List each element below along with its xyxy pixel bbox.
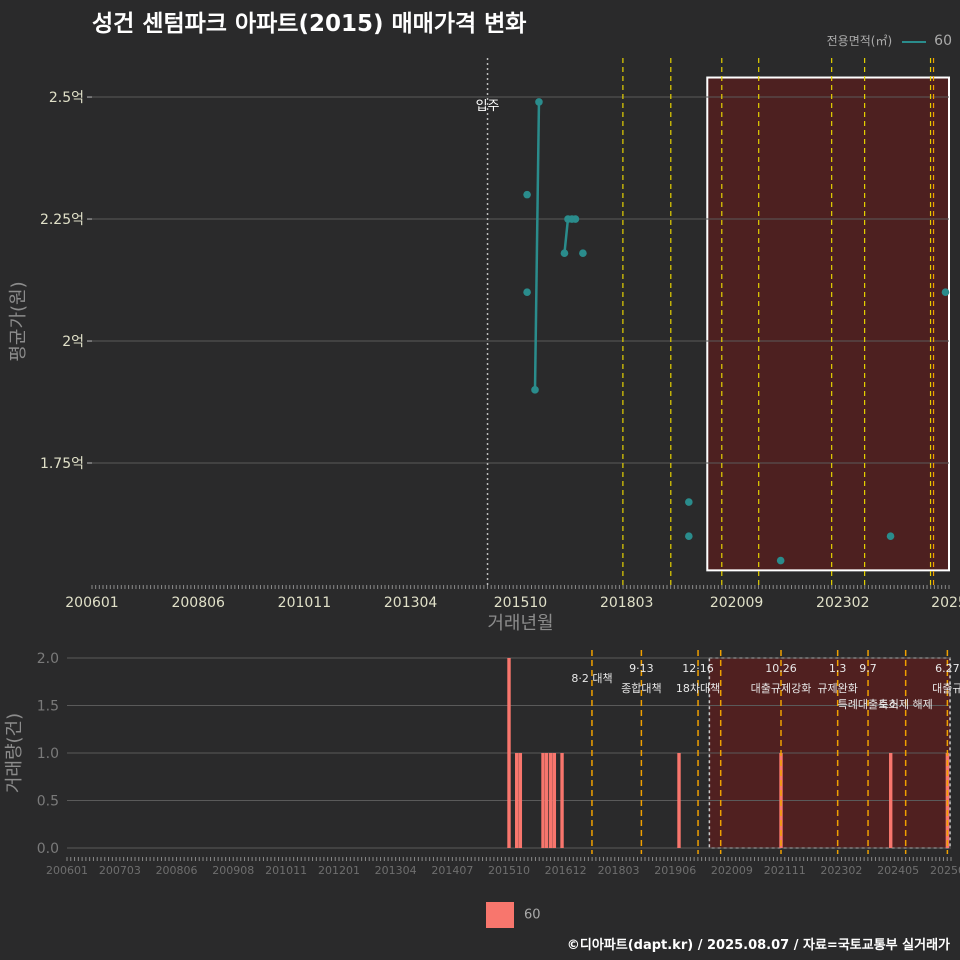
policy-date-label: 6.27 — [935, 662, 960, 675]
x-tick-label: 202302 — [816, 595, 869, 611]
x-tick-label: 200806 — [171, 595, 225, 611]
volume-bar — [677, 753, 681, 848]
y-tick-label: 0.5 — [37, 794, 59, 810]
legend-bottom: 60 — [486, 902, 541, 928]
x-tick-label: 202506 — [930, 864, 960, 877]
data-point — [685, 498, 693, 506]
x-tick-label: 201803 — [598, 864, 640, 877]
policy-name-label: 대출규 — [932, 682, 960, 695]
y-axis-title: 평균가(원) — [8, 281, 29, 361]
volume-bar — [560, 753, 564, 848]
policy-name-label: 규제완화 — [817, 682, 857, 695]
x-tick-label: 202302 — [820, 864, 862, 877]
legend-bottom-label: 60 — [524, 907, 541, 923]
volume-chart: 0.0 0.5 1.0 1.5 2.0 200601 200703 200806 200908 2… — [4, 650, 960, 877]
data-point — [941, 288, 950, 297]
chart-title: 성건 센텀파크 아파트(2015) 매매가격 변화 — [92, 11, 527, 37]
y-tick-label: 1.5 — [37, 699, 59, 715]
x-tick-label: 201011 — [278, 595, 331, 611]
policy-name-label: 토허제 해제 — [879, 697, 933, 711]
volume-bar — [507, 658, 511, 848]
volume-bar — [515, 753, 519, 848]
policy-date-label: 9.7 — [859, 662, 877, 675]
legend-top: 전용면적(㎡) 60 — [827, 32, 952, 49]
legend-bar-swatch — [486, 902, 514, 928]
move-in-label: 입주 — [476, 99, 500, 114]
x-tick-label: 200806 — [156, 864, 198, 877]
policy-name-label: 특례대출축소 — [838, 698, 899, 711]
price-chart: 1.75억 2억 2.25억 2.5억 200601 200806 201011 201304… — [8, 58, 960, 634]
x-tick-label: 201304 — [384, 595, 438, 611]
x-tick-label: 200601 — [65, 595, 118, 611]
series-line — [563, 217, 576, 254]
data-point — [685, 532, 693, 541]
x-tick-label: 202111 — [764, 864, 806, 877]
x-tick-label: 201201 — [318, 864, 360, 877]
policy-name-label: 18차대책 — [676, 682, 720, 695]
x-tick-label: 202009 — [710, 595, 763, 611]
x-tick-label: 202009 — [711, 864, 753, 877]
x-tick-label: 201011 — [265, 864, 307, 877]
data-point — [579, 249, 587, 257]
policy-name-label: 대출규제강화 — [751, 682, 812, 695]
y-tick-label: 2.25억 — [40, 212, 84, 228]
y-tick-label: 2억 — [62, 334, 84, 350]
x-tick-label: 201510 — [488, 864, 530, 877]
legend-title: 전용면적(㎡) — [826, 34, 893, 48]
data-point — [571, 215, 580, 223]
data-point — [776, 556, 785, 565]
policy-date-label: 9·13 — [629, 662, 654, 675]
x-tick-label: 2025 — [931, 595, 960, 611]
x-tick-label: 200601 — [46, 864, 88, 877]
policy-date-label: 8·2 대책 — [571, 672, 612, 685]
data-point — [523, 288, 531, 297]
policy-date-label: 12·16 — [682, 662, 714, 675]
volume-bar — [549, 753, 553, 848]
highlight-box — [706, 76, 950, 572]
policy-date-label: 10.26 — [765, 662, 797, 675]
volume-bar — [552, 753, 557, 848]
data-point — [560, 249, 569, 257]
y-tick-label: 1.75억 — [40, 456, 84, 472]
x-tick-label: 202405 — [877, 864, 919, 877]
policy-date-label: 1.3 — [829, 662, 847, 675]
data-point — [886, 532, 895, 541]
y-tick-label: 0.0 — [37, 841, 59, 857]
y-tick-label: 2.5억 — [49, 90, 84, 106]
x-tick-label: 201803 — [600, 595, 653, 611]
x-axis-title: 거래년월 — [487, 613, 553, 634]
x-tick-label: 200908 — [212, 864, 254, 877]
volume-bar — [544, 753, 549, 848]
policy-name-label: 종합대책 — [621, 682, 661, 695]
data-point — [531, 386, 539, 394]
x-tick-label: 201304 — [375, 864, 417, 877]
series-line — [533, 101, 541, 390]
y-axis-title: 거래량(건) — [4, 713, 25, 793]
x-tick-label: 201407 — [431, 864, 473, 877]
legend-series-label: 60 — [934, 33, 952, 49]
data-point — [535, 98, 543, 106]
y-tick-label: 1.0 — [37, 746, 59, 762]
x-tick-label: 201906 — [654, 864, 696, 877]
x-tick-label: 201612 — [545, 864, 587, 877]
credit: ©디아파트(dapt.kr) / 2025.08.07 / 자료=국토교통부 실… — [566, 938, 950, 953]
volume-bar — [518, 753, 523, 848]
x-tick-label: 201510 — [494, 595, 547, 611]
volume-bar — [889, 753, 893, 848]
x-tick-label: 200703 — [99, 864, 141, 877]
legend-line-swatch — [902, 40, 927, 43]
data-point — [523, 190, 531, 199]
y-tick-label: 2.0 — [37, 651, 59, 667]
volume-bar — [541, 753, 545, 848]
